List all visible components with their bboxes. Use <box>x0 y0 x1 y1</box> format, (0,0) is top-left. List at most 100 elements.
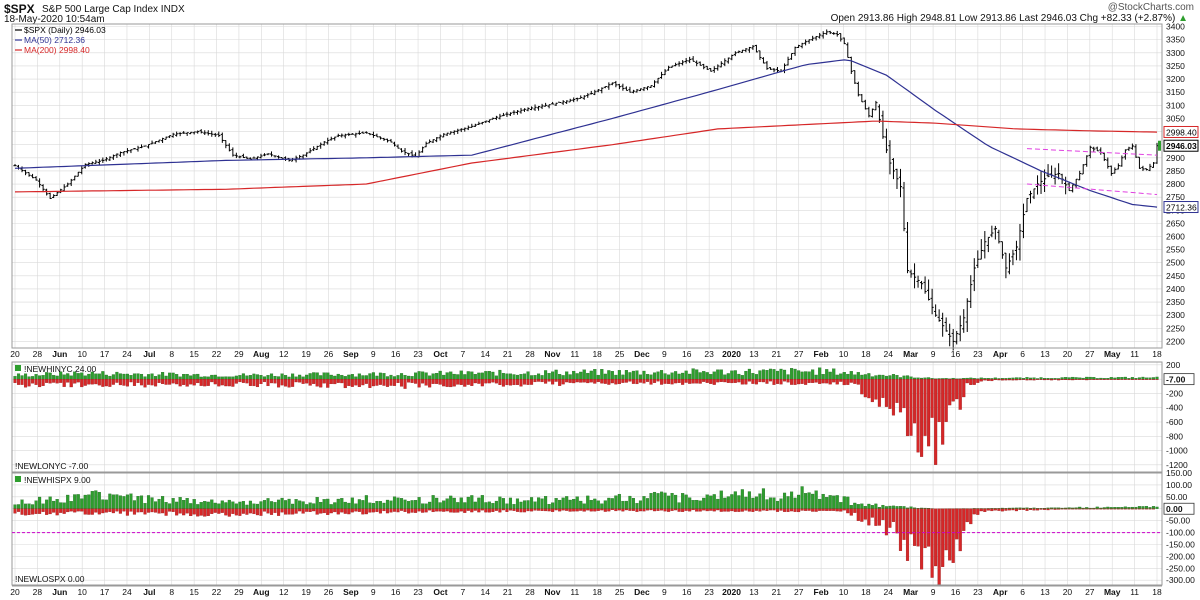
n1-low-bar-32 <box>125 378 129 387</box>
ohlc-bar-32 <box>125 148 130 154</box>
n2-high-bar-215 <box>768 497 773 509</box>
ohlc-bar-223 <box>796 44 801 48</box>
n2-high-bar-51 <box>192 499 196 509</box>
x-tick-label: 9 <box>662 349 667 359</box>
n2-high-bar-242 <box>863 506 867 509</box>
n1-high-bar-25 <box>101 371 105 380</box>
n2-high-bar-237 <box>846 496 850 509</box>
n2-low-bar-320 <box>1137 508 1141 510</box>
n1-high-bar-70 <box>259 375 263 380</box>
n1-high-bar-117 <box>424 372 428 380</box>
n2-low-bar-321 <box>1141 508 1145 510</box>
n1-high-bar-219 <box>782 369 787 380</box>
ohlc-bar-144 <box>519 107 523 114</box>
n2-low-bar-56 <box>210 508 214 514</box>
n1-low-bar-78 <box>287 378 291 388</box>
n2-low-bar-17 <box>73 508 77 513</box>
x-tick-label: 11 <box>1130 349 1139 359</box>
n2-high-bar-38 <box>146 495 151 509</box>
n2-high-bar-221 <box>790 491 794 509</box>
n2-high-bar-48 <box>182 500 186 509</box>
n1-low-bar-157 <box>565 378 569 383</box>
n2-high-bar-165 <box>593 498 597 509</box>
x-tick-label: 29 <box>234 587 244 597</box>
ohlc-bar-294 <box>1046 164 1050 178</box>
n2-high-bar-179 <box>642 496 646 509</box>
n1-high-bar-272 <box>969 377 973 380</box>
n2-high-bar-217 <box>775 500 780 509</box>
n1-high-bar-71 <box>262 376 267 380</box>
n2-low-bar-286 <box>1018 508 1022 510</box>
n2-high-bar-238 <box>849 505 853 509</box>
n1-low-bar-76 <box>280 378 284 386</box>
n2-low-bar-154 <box>554 508 558 511</box>
ohlc-bar-55 <box>206 130 210 136</box>
ohlc-bar-247 <box>881 110 885 139</box>
n1-high-bar-81 <box>298 374 302 380</box>
n2-low-bar-26 <box>104 508 108 513</box>
n2-low-bar-101 <box>368 508 372 513</box>
n2-high-bar-26 <box>104 499 108 509</box>
n2-high-bar-152 <box>547 504 551 509</box>
n1-high-bar-52 <box>196 373 200 380</box>
n1-high-bar-174 <box>624 370 628 380</box>
n2-low-bar-38 <box>146 508 151 513</box>
n1-high-bar-201 <box>719 369 723 380</box>
n1-high-bar-225 <box>804 371 808 380</box>
x-tick-label: 12 <box>279 587 289 597</box>
n2-high-bar-314 <box>1116 507 1120 509</box>
n1-high-bar-97 <box>354 376 358 380</box>
n2-high-bar-188 <box>674 494 678 509</box>
ohlc-bar-63 <box>234 152 238 159</box>
ohlc-bar-45 <box>171 132 175 138</box>
ohlc-bar-15 <box>66 182 70 187</box>
n1-high-bar-133 <box>480 372 484 380</box>
y-tick-label: 3150 <box>1166 87 1185 97</box>
n1-high-bar-183 <box>656 371 660 380</box>
n2-high-bar-248 <box>884 506 888 509</box>
n2-low-bar-209 <box>747 508 751 512</box>
x-tick-label: 18 <box>861 587 871 597</box>
x-tick-label: 23 <box>973 587 983 597</box>
n2-low-bar-14 <box>62 508 66 514</box>
n1-high-bar-5 <box>31 376 35 380</box>
n1-high-bar-50 <box>189 375 193 380</box>
n2-high-bar-36 <box>139 495 144 509</box>
n1-low-bar-146 <box>526 378 530 385</box>
n2-high-bar-133 <box>480 495 484 509</box>
x-tick-label: 24 <box>884 587 894 597</box>
ohlc-bar-51 <box>192 131 196 135</box>
n1-low-bar-142 <box>512 378 516 386</box>
n1-high-bar-259 <box>923 377 927 380</box>
ohlc-bar-140 <box>505 111 509 117</box>
x-tick-label: 15 <box>189 349 199 359</box>
n2-high-bar-313 <box>1113 507 1117 509</box>
ohlc-bar-276 <box>983 231 987 259</box>
n2-high-bar-207 <box>740 489 744 509</box>
n1-high-bar-285 <box>1014 377 1018 380</box>
n2-low-bar-116 <box>421 508 425 513</box>
n1-low-bar-86 <box>315 378 319 387</box>
n1-high-bar-255 <box>909 376 913 380</box>
n1-low-bar-278 <box>990 378 994 382</box>
n2-low-bar-201 <box>719 508 723 512</box>
n2-low-bar-292 <box>1039 508 1043 510</box>
n2-high-bar-191 <box>684 494 688 509</box>
ohlc-bar-147 <box>529 106 534 111</box>
attribution[interactable]: @StockCharts.com <box>1107 2 1194 13</box>
ohlc-bar-76 <box>280 157 284 159</box>
n1-high-bar-256 <box>912 377 917 380</box>
y-tick-label: 2800 <box>1166 179 1185 189</box>
n1-high-bar-188 <box>674 371 678 380</box>
n1-high-bar-131 <box>473 374 477 380</box>
n1-high-bar-72 <box>266 375 270 380</box>
ohlc-bar-94 <box>343 133 347 139</box>
n2-low-bar-288 <box>1025 508 1029 511</box>
n1-low-bar-234 <box>835 378 839 385</box>
n1-high-bar-200 <box>716 369 720 380</box>
n2-high-bar-256 <box>912 507 917 509</box>
n2-low-bar-245 <box>874 508 878 526</box>
n2-low-bar-138 <box>498 508 502 513</box>
n1-low-bar-208 <box>744 378 748 385</box>
n1-low-bar-172 <box>617 378 621 385</box>
